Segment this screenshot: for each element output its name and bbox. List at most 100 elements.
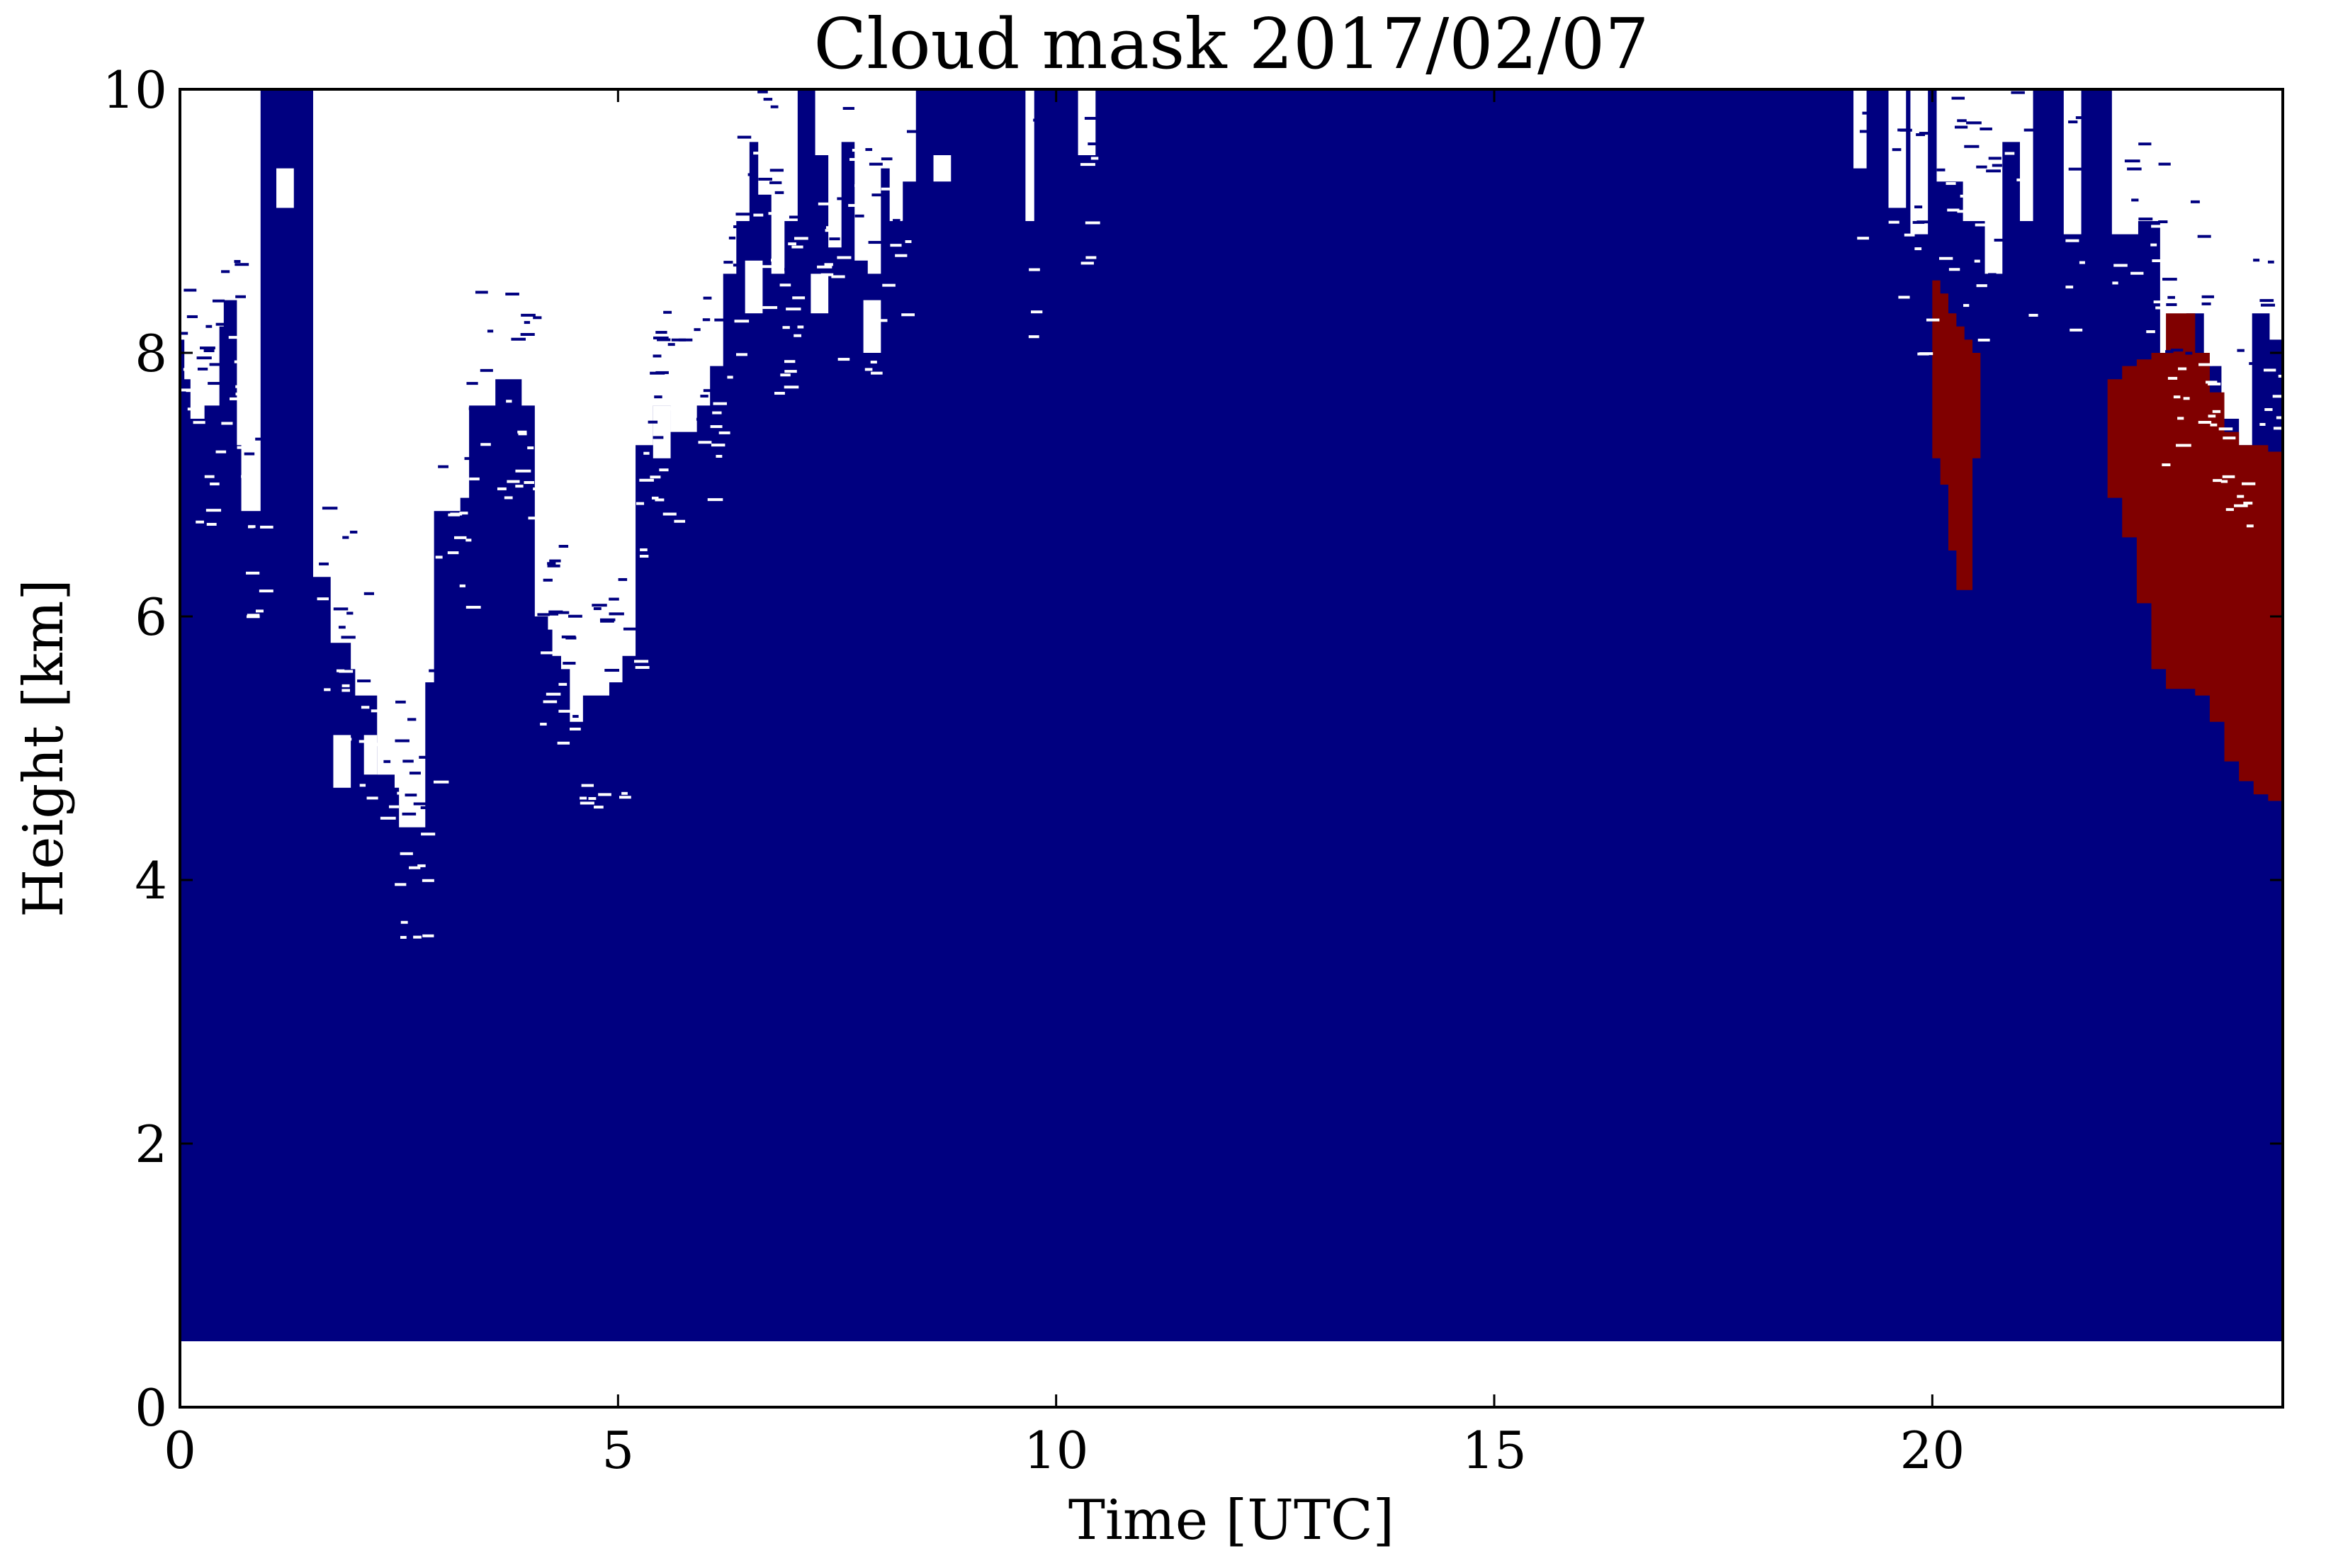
edge-speckle bbox=[829, 237, 840, 241]
edge-speckle bbox=[558, 709, 571, 713]
edge-speckle bbox=[409, 866, 421, 869]
edge-speckle bbox=[540, 723, 547, 726]
edge-speckle bbox=[782, 326, 790, 329]
edge-speckle bbox=[400, 920, 408, 924]
edge-speckle bbox=[707, 498, 723, 502]
edge-speckle bbox=[2237, 349, 2245, 352]
edge-speckle bbox=[563, 662, 576, 665]
edge-speckle bbox=[893, 219, 900, 222]
edge-speckle bbox=[409, 772, 421, 775]
edge-speckle bbox=[2278, 374, 2283, 378]
edge-speckle bbox=[2124, 159, 2140, 163]
edge-speckle bbox=[2234, 504, 2248, 507]
edge-speckle bbox=[466, 382, 478, 385]
edge-speckle bbox=[2210, 423, 2218, 427]
edge-speckle bbox=[520, 332, 535, 336]
edge-speckle bbox=[2155, 306, 2171, 310]
edge-speckle bbox=[497, 487, 507, 490]
edge-speckle bbox=[604, 669, 620, 672]
edge-speckle bbox=[235, 295, 246, 298]
edge-speckle bbox=[711, 444, 726, 447]
edge-speckle bbox=[2273, 427, 2283, 430]
edge-speckle bbox=[618, 577, 628, 581]
edge-speckle bbox=[580, 801, 594, 805]
edge-speckle bbox=[197, 367, 208, 371]
edge-speckle bbox=[507, 480, 520, 483]
edge-speckle bbox=[580, 796, 587, 800]
edge-speckle bbox=[598, 793, 611, 796]
edge-speckle bbox=[380, 816, 396, 820]
edge-speckle bbox=[655, 331, 667, 334]
edge-speckle bbox=[206, 522, 217, 526]
edge-speckle bbox=[515, 469, 531, 473]
edge-speckle bbox=[2158, 162, 2171, 166]
edge-speckle bbox=[480, 443, 491, 446]
edge-speckle bbox=[2016, 178, 2028, 181]
edge-speckle bbox=[702, 318, 711, 322]
edge-speckle bbox=[255, 437, 265, 441]
edge-speckle bbox=[422, 934, 434, 937]
edge-speckle bbox=[405, 794, 417, 797]
edge-speckle bbox=[639, 478, 654, 482]
edge-speckle bbox=[2167, 295, 2175, 299]
edge-speckle bbox=[230, 397, 239, 400]
y-tick-label: 2 bbox=[135, 1115, 167, 1174]
edge-speckle bbox=[794, 237, 808, 240]
edge-speckle bbox=[221, 422, 233, 425]
edge-speckle bbox=[837, 256, 852, 259]
edge-speckle bbox=[2138, 218, 2153, 221]
edge-speckle bbox=[881, 187, 892, 191]
edge-speckle bbox=[703, 296, 712, 300]
edge-speckle bbox=[2225, 508, 2234, 512]
edge-speckle bbox=[733, 225, 745, 228]
edge-speckle bbox=[515, 485, 524, 488]
edge-speckle bbox=[2153, 300, 2163, 304]
edge-speckle bbox=[779, 283, 791, 287]
edge-speckle bbox=[2158, 220, 2168, 224]
edge-speckle bbox=[794, 334, 802, 337]
edge-speckle bbox=[433, 780, 449, 784]
edge-speckle bbox=[247, 614, 260, 617]
edge-speckle bbox=[420, 806, 428, 809]
edge-speckle bbox=[2162, 463, 2171, 467]
edge-speckle bbox=[588, 796, 597, 800]
x-tick-label: 5 bbox=[602, 1421, 634, 1480]
edge-speckle bbox=[537, 613, 550, 616]
edge-speckle bbox=[905, 239, 912, 243]
edge-speckle bbox=[2151, 225, 2161, 228]
edge-speckle bbox=[636, 502, 645, 505]
edge-speckle bbox=[623, 627, 638, 631]
edge-speckle bbox=[480, 368, 493, 372]
edge-speckle bbox=[1936, 168, 1946, 171]
edge-speckle bbox=[181, 332, 188, 335]
edge-speckle bbox=[422, 879, 434, 882]
edge-speckle bbox=[524, 481, 534, 485]
edge-speckle bbox=[1986, 169, 2002, 173]
edge-speckle bbox=[1919, 132, 1933, 135]
second-class-region bbox=[1932, 280, 1981, 590]
edge-speckle bbox=[1859, 130, 1874, 133]
edge-speckle bbox=[400, 852, 413, 855]
edge-speckle bbox=[854, 214, 864, 218]
edge-speckle bbox=[2165, 350, 2174, 354]
edge-speckle bbox=[694, 328, 701, 332]
y-tick-label: 6 bbox=[135, 587, 167, 647]
edge-speckle bbox=[713, 402, 727, 405]
edge-speckle bbox=[2237, 495, 2245, 498]
edge-speckle bbox=[2011, 91, 2025, 94]
edge-speckle bbox=[395, 883, 407, 886]
edge-speckle bbox=[235, 385, 249, 388]
edge-speckle bbox=[2185, 351, 2193, 355]
edge-speckle bbox=[341, 636, 356, 639]
edge-speckle bbox=[465, 538, 472, 542]
edge-speckle bbox=[215, 450, 227, 453]
edge-speckle bbox=[447, 551, 459, 555]
edge-speckle bbox=[1976, 165, 1987, 169]
x-axis-label: Time [UTC] bbox=[1068, 1489, 1394, 1552]
edge-speckle bbox=[2170, 349, 2184, 352]
edge-speckle bbox=[700, 395, 708, 398]
edge-speckle bbox=[2198, 363, 2213, 366]
edge-speckle bbox=[2173, 395, 2181, 399]
edge-speckle bbox=[716, 455, 723, 458]
edge-speckle bbox=[747, 173, 758, 176]
